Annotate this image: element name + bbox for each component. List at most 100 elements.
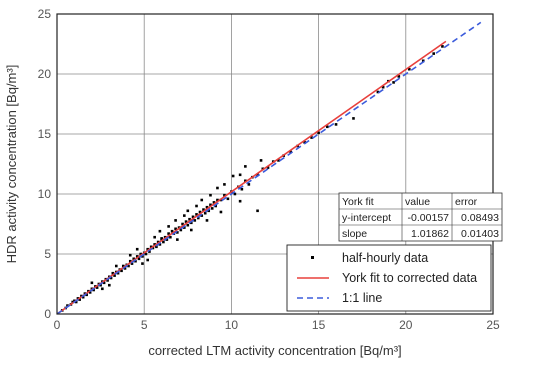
data-point [162, 240, 165, 244]
data-point [223, 193, 226, 197]
y-tick-label: 5 [44, 247, 51, 261]
data-point [186, 209, 190, 213]
data-point [78, 298, 81, 301]
data-point [176, 231, 179, 234]
data-point [113, 274, 116, 277]
data-point [205, 219, 209, 222]
fit-results-table: York fit value error y-intercept -0.00157 0.0… [338, 192, 503, 242]
data-point [106, 279, 109, 282]
data-point [137, 257, 141, 261]
data-point [240, 187, 244, 191]
data-point [111, 271, 115, 275]
legend-marker-points [311, 256, 314, 259]
fit-table-header-cell: value [405, 196, 430, 208]
data-point [207, 209, 211, 213]
y-axis-label: HDR activity concentration [Bq/m³] [4, 65, 19, 264]
data-point [189, 221, 193, 225]
data-point [196, 216, 200, 220]
data-point [191, 215, 195, 219]
data-point [123, 267, 127, 270]
data-point [432, 52, 436, 55]
plot-frame [56, 13, 494, 315]
data-point [139, 252, 143, 256]
data-point [146, 247, 149, 251]
x-tick-label: 0 [54, 318, 61, 332]
data-point [108, 283, 111, 287]
data-point [195, 204, 198, 208]
data-point [95, 286, 99, 289]
data-point [352, 117, 355, 120]
fit-table-cell: 0.01403 [461, 228, 499, 240]
data-point [247, 183, 251, 186]
x-tick-label: 25 [486, 318, 500, 332]
data-point [148, 250, 151, 253]
data-point [165, 238, 169, 241]
data-point [114, 264, 118, 268]
fit-table-header-cell: error [455, 196, 478, 208]
data-point [149, 245, 153, 249]
data-point [407, 67, 411, 71]
data-point [266, 166, 270, 169]
data-point [189, 228, 193, 232]
data-point [198, 210, 202, 214]
legend-entry: half-hourly data [342, 251, 428, 265]
data-point [153, 243, 156, 246]
data-point [200, 214, 204, 217]
data-point [317, 131, 320, 135]
data-point [381, 85, 385, 89]
data-point [169, 235, 172, 239]
data-point [101, 287, 104, 291]
data-point [146, 258, 149, 262]
data-point [128, 259, 132, 263]
data-point [174, 219, 177, 222]
data-point [66, 304, 69, 307]
data-point [397, 75, 401, 78]
data-point [186, 223, 190, 227]
data-point [310, 136, 313, 139]
data-point [421, 59, 425, 63]
fit-table-cell: y-intercept [342, 212, 391, 224]
data-point [216, 198, 219, 202]
y-tick-label: 0 [44, 307, 51, 321]
data-point [102, 281, 106, 285]
data-point [244, 179, 247, 183]
data-point [256, 209, 259, 213]
data-point [99, 283, 102, 287]
one-to-one-line [56, 21, 482, 315]
data-point [90, 281, 94, 285]
data-point [277, 159, 280, 162]
data-point [244, 165, 247, 168]
x-axis-label: corrected LTM activity concentration [Bq… [148, 343, 401, 358]
data-point [127, 264, 130, 268]
data-point [210, 207, 214, 210]
data-point [160, 237, 163, 240]
data-point [326, 125, 329, 129]
legend: half-hourly data York fit to corrected da… [286, 244, 492, 312]
fit-table-frame [338, 192, 503, 242]
data-point [183, 214, 186, 217]
legend-entry: 1:1 line [342, 291, 382, 305]
data-point [128, 253, 132, 257]
data-point [183, 226, 186, 229]
data-point [214, 204, 218, 208]
data-point [259, 159, 263, 162]
data-point [85, 293, 88, 297]
data-point [193, 219, 197, 222]
x-tick-label: 15 [312, 318, 326, 332]
data-point [203, 211, 207, 215]
data-point [376, 90, 380, 94]
data-point [303, 141, 306, 144]
data-point [81, 295, 85, 299]
data-point [167, 225, 170, 228]
data-point [141, 255, 144, 258]
data-point [181, 222, 184, 226]
data-point [209, 203, 212, 207]
data-point [151, 246, 155, 250]
fit-table-cell: slope [342, 228, 367, 240]
fit-lines [56, 21, 482, 315]
data-point [153, 235, 156, 239]
data-point [132, 257, 136, 261]
data-point [176, 238, 179, 241]
